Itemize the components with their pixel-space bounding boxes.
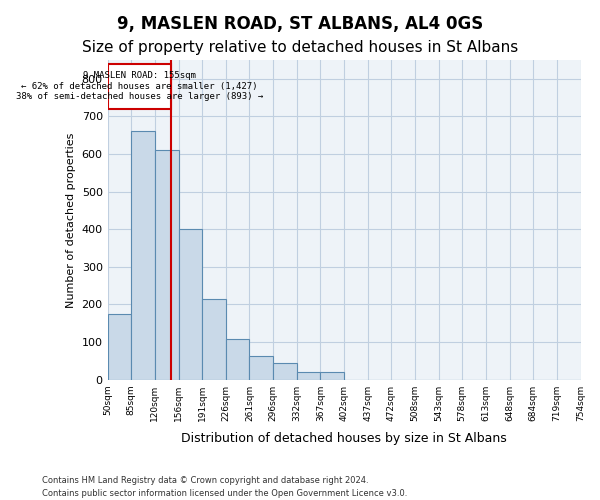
Bar xyxy=(107,314,131,380)
Bar xyxy=(179,229,202,380)
Bar xyxy=(250,356,273,380)
Bar xyxy=(320,372,344,380)
Text: Contains public sector information licensed under the Open Government Licence v3: Contains public sector information licen… xyxy=(42,488,407,498)
Y-axis label: Number of detached properties: Number of detached properties xyxy=(66,132,76,308)
Text: Size of property relative to detached houses in St Albans: Size of property relative to detached ho… xyxy=(82,40,518,55)
X-axis label: Distribution of detached houses by size in St Albans: Distribution of detached houses by size … xyxy=(181,432,507,445)
Text: Contains HM Land Registry data © Crown copyright and database right 2024.: Contains HM Land Registry data © Crown c… xyxy=(42,476,368,485)
Bar xyxy=(202,299,226,380)
FancyBboxPatch shape xyxy=(107,64,171,109)
Bar xyxy=(297,372,320,380)
Bar xyxy=(131,132,155,380)
Bar xyxy=(273,364,297,380)
Text: 9, MASLEN ROAD, ST ALBANS, AL4 0GS: 9, MASLEN ROAD, ST ALBANS, AL4 0GS xyxy=(117,15,483,33)
Bar xyxy=(226,340,250,380)
Bar xyxy=(155,150,179,380)
Text: 9 MASLEN ROAD: 155sqm
← 62% of detached houses are smaller (1,427)
38% of semi-d: 9 MASLEN ROAD: 155sqm ← 62% of detached … xyxy=(16,72,263,101)
